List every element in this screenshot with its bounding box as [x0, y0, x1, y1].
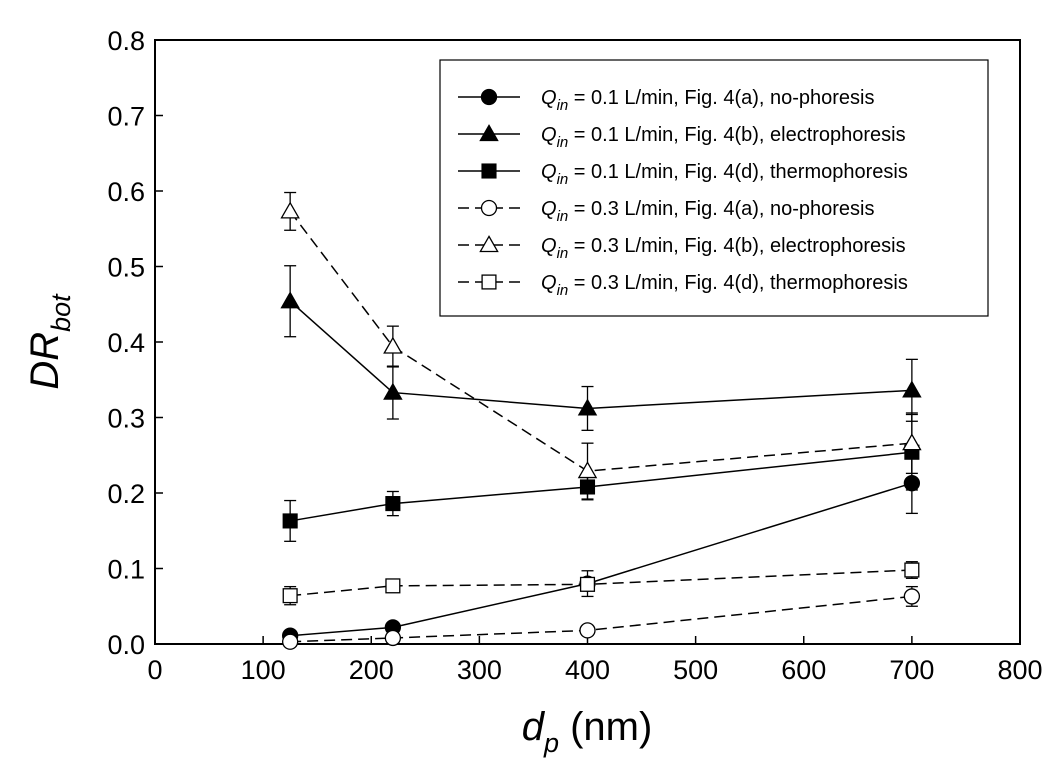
x-tick-label: 500: [673, 655, 718, 685]
legend-label-subscript: in: [557, 171, 569, 188]
data-point: [385, 496, 401, 512]
legend-label-subscript: in: [557, 97, 569, 114]
legend-entry: Qin = 0.1 L/min, Fig. 4(a), no-phoresis: [458, 87, 875, 114]
data-point: [384, 629, 402, 647]
y-tick-label: 0.2: [107, 479, 145, 509]
x-tick-label: 700: [889, 655, 934, 685]
legend-label-subscript: in: [557, 134, 569, 151]
data-point: [385, 578, 401, 594]
y-tick-label: 0.4: [107, 328, 145, 358]
x-tick-label: 400: [565, 655, 610, 685]
y-tick-label: 0.7: [107, 102, 145, 132]
y-tick-label: 0.3: [107, 404, 145, 434]
series-layer: [280, 191, 922, 650]
data-point: [280, 201, 300, 219]
legend-label-var: Q: [541, 124, 557, 146]
y-tick-label: 0.8: [107, 26, 145, 56]
legend-label-text: = 0.1 L/min, Fig. 4(b), electrophoresis: [568, 124, 905, 146]
legend-marker: [480, 199, 498, 217]
y-axis-title-var: DR: [23, 332, 67, 390]
data-point: [577, 398, 598, 416]
data-point: [904, 562, 920, 578]
legend-entry: Qin = 0.3 L/min, Fig. 4(d), thermophores…: [458, 272, 908, 299]
legend-label-text: = 0.1 L/min, Fig. 4(a), no-phoresis: [568, 87, 874, 109]
series-line: [290, 595, 912, 643]
x-axis-title-unit: (nm): [559, 705, 652, 749]
legend-marker: [481, 163, 497, 179]
data-point: [383, 336, 403, 354]
x-axis-title-subscript: p: [543, 728, 559, 758]
legend-label: Qin = 0.1 L/min, Fig. 4(d), thermophores…: [541, 161, 908, 188]
series-line: [289, 300, 912, 410]
legend-label: Qin = 0.3 L/min, Fig. 4(a), no-phoresis: [541, 198, 875, 225]
legend-marker: [480, 88, 498, 106]
data-point: [280, 291, 300, 309]
y-tick-label: 0.0: [107, 630, 145, 660]
x-tick-label: 300: [457, 655, 502, 685]
series-line: [290, 451, 912, 522]
x-tick-label: 100: [241, 655, 286, 685]
legend-label-var: Q: [541, 87, 557, 109]
legend-label-var: Q: [541, 235, 557, 257]
data-point: [579, 622, 596, 639]
series-4: [282, 585, 921, 650]
y-tick-label: 0.1: [107, 555, 145, 585]
legend-label-subscript: in: [557, 282, 569, 299]
y-tick-label: 0.5: [107, 253, 145, 283]
legend-box: [439, 59, 989, 317]
series-1: [282, 452, 921, 644]
y-tick-label: 0.6: [107, 177, 145, 207]
y-axis-title: DRbot: [23, 293, 76, 390]
legend-entry: Qin = 0.1 L/min, Fig. 4(d), thermophores…: [458, 161, 908, 188]
data-point: [902, 433, 922, 451]
series-2: [280, 265, 922, 431]
legend-label: Qin = 0.3 L/min, Fig. 4(d), thermophores…: [541, 272, 908, 299]
legend-marker: [481, 274, 497, 290]
y-axis-ticks: 0.0 0.1 0.2 0.3 0.4 0.5 0.6 0.7 0.8: [107, 26, 163, 660]
legend-marker: [479, 235, 499, 253]
x-tick-label: 600: [781, 655, 826, 685]
legend-label-text: = 0.1 L/min, Fig. 4(d), thermophoresis: [568, 161, 908, 183]
data-point: [383, 382, 403, 400]
legend-label: Qin = 0.3 L/min, Fig. 4(b), electrophore…: [541, 235, 906, 262]
data-point: [577, 461, 598, 479]
x-tick-label: 800: [997, 655, 1042, 685]
legend-label-subscript: in: [557, 208, 569, 225]
legend-label-subscript: in: [557, 245, 569, 262]
x-axis-title-var: d: [522, 705, 546, 749]
legend-label-var: Q: [541, 161, 557, 183]
x-axis-ticks: 0 100 200 300 400 500 600 700 800: [147, 636, 1043, 685]
series-3: [282, 413, 920, 542]
series-5: [280, 191, 922, 500]
legend-entry: Qin = 0.3 L/min, Fig. 4(b), electrophore…: [458, 235, 906, 262]
x-tick-label: 0: [147, 655, 162, 685]
data-point: [282, 513, 298, 529]
x-tick-label: 200: [349, 655, 394, 685]
legend-label: Qin = 0.1 L/min, Fig. 4(a), no-phoresis: [541, 87, 875, 114]
legend-label-text: = 0.3 L/min, Fig. 4(b), electrophoresis: [568, 235, 905, 257]
data-point: [579, 576, 596, 592]
series-line: [289, 210, 912, 472]
legend-label: Qin = 0.1 L/min, Fig. 4(b), electrophore…: [541, 124, 906, 151]
x-axis-title: dp (nm): [522, 705, 653, 758]
series-line: [290, 569, 912, 597]
legend-label-var: Q: [541, 198, 557, 220]
data-point: [902, 380, 922, 398]
legend-label-var: Q: [541, 272, 557, 294]
legend-label-text: = 0.3 L/min, Fig. 4(d), thermophoresis: [568, 272, 908, 294]
data-point: [903, 588, 921, 605]
series-line: [290, 482, 913, 637]
legend-marker: [479, 124, 499, 142]
legend-entry: Qin = 0.3 L/min, Fig. 4(a), no-phoresis: [458, 198, 875, 225]
legend: Qin = 0.1 L/min, Fig. 4(a), no-phoresisQ…: [439, 59, 989, 317]
series-6: [282, 561, 920, 606]
legend-label-text: = 0.3 L/min, Fig. 4(a), no-phoresis: [568, 198, 874, 220]
y-axis-title-subscript: bot: [46, 293, 76, 332]
data-point: [282, 633, 299, 650]
data-point: [282, 588, 298, 604]
legend-entry: Qin = 0.1 L/min, Fig. 4(b), electrophore…: [458, 124, 906, 151]
